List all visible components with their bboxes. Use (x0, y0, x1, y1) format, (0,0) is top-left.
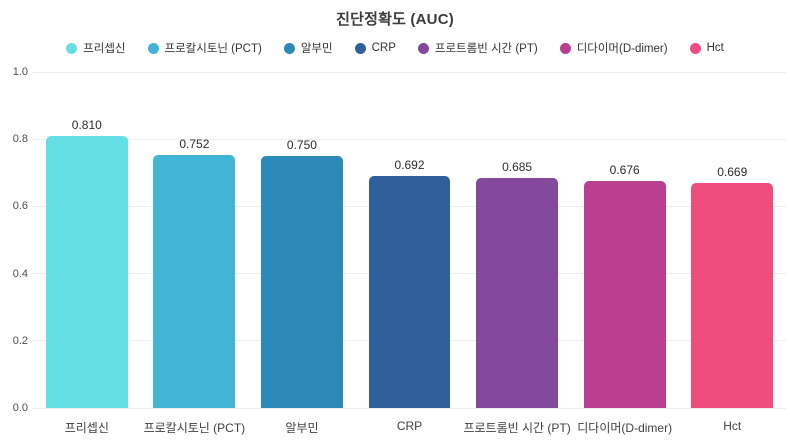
x-category-label: 프리셉신 (64, 421, 109, 435)
bar-slot: 0.750 (248, 72, 356, 408)
legend-dot-icon (417, 42, 429, 54)
x-category-label: CRP (396, 419, 423, 433)
gridline (33, 138, 786, 140)
y-tick-label: 0.0 (12, 402, 28, 414)
bar-slot: 0.669 (678, 72, 786, 408)
bars: 0.810 0.752 0.750 0.692 0.685 0.676 0.669 (33, 72, 786, 408)
bar[interactable] (691, 183, 774, 408)
bar-value-label: 0.752 (179, 137, 210, 152)
legend-item[interactable]: 알부민 (283, 40, 333, 56)
bar[interactable] (261, 156, 343, 408)
y-tick-label: 0.8 (12, 133, 28, 146)
plot-area: 0.810 0.752 0.750 0.692 0.685 0.676 0.669 (33, 71, 786, 409)
legend-item[interactable]: 프리셉신 (66, 40, 126, 56)
x-axis-labels: 프리셉신 프로칼시토닌 (PCT) 알부민 CRP 프로트롬빈 시간 (PT) 디다이머(… (33, 419, 786, 436)
bar-value-label: 0.676 (609, 162, 640, 177)
x-category-label: 디다이머(D-dimer) (577, 421, 673, 435)
bar-slot: 0.810 (33, 72, 141, 408)
x-category-label: 프로칼시토닌 (PCT) (143, 421, 246, 435)
y-tick-label: 0.2 (12, 334, 28, 347)
legend-label: Hct (706, 42, 724, 54)
y-axis-labels: 0.0 0.2 0.4 0.6 0.8 1.0 (0, 66, 28, 414)
bar-value-label: 0.692 (394, 157, 425, 172)
legend: 프리셉신 프로칼시토닌 (PCT) 알부민 CRP 프로트롬빈 시간 (PT) 디다이머(… (0, 40, 790, 56)
x-category-label: 프로트롬빈 시간 (PT) (463, 421, 571, 435)
bar-slot: 0.685 (463, 72, 571, 408)
bar-value-label: 0.685 (502, 159, 533, 174)
x-category-label: 알부민 (285, 421, 319, 435)
legend-dot-icon (559, 42, 571, 54)
legend-item[interactable]: 디다이머(D-dimer) (559, 40, 668, 56)
legend-label: 프리셉신 (83, 43, 126, 55)
gridline (33, 407, 786, 409)
y-tick-label: 0.6 (12, 200, 28, 213)
bar[interactable] (45, 135, 128, 408)
y-tick-label: 0.4 (12, 267, 28, 280)
legend-item[interactable]: Hct (689, 42, 724, 54)
legend-label: 디다이머(D-dimer) (576, 43, 668, 55)
legend-label: 프로칼시토닌 (PCT) (164, 43, 262, 55)
bar-slot: 0.752 (141, 72, 249, 408)
legend-dot-icon (66, 42, 78, 54)
x-category-label: Hct (723, 419, 742, 433)
legend-item[interactable]: 프로칼시토닌 (PCT) (147, 40, 262, 56)
legend-dot-icon (283, 42, 295, 54)
legend-item[interactable]: 프로트롬빈 시간 (PT) (417, 40, 538, 56)
bar-value-label: 0.750 (286, 138, 317, 152)
chart-title: 진단정확도 (AUC) (336, 11, 454, 28)
legend-label: 프로트롬빈 시간 (PT) (434, 43, 538, 55)
bar-value-label: 0.669 (717, 165, 748, 180)
legend-dot-icon (689, 42, 701, 54)
bar[interactable] (476, 177, 558, 408)
legend-item[interactable]: CRP (354, 42, 396, 54)
bar[interactable] (153, 155, 236, 408)
bar[interactable] (583, 180, 666, 408)
legend-dot-icon (147, 42, 159, 54)
gridline (33, 71, 786, 73)
bar-value-label: 0.810 (71, 117, 102, 132)
bar-slot: 0.692 (356, 72, 464, 408)
legend-dot-icon (354, 42, 366, 54)
bar[interactable] (368, 175, 451, 408)
legend-label: 알부민 (300, 43, 333, 55)
bar-slot: 0.676 (571, 72, 679, 408)
legend-label: CRP (371, 42, 396, 54)
y-tick-label: 1.0 (12, 66, 28, 78)
